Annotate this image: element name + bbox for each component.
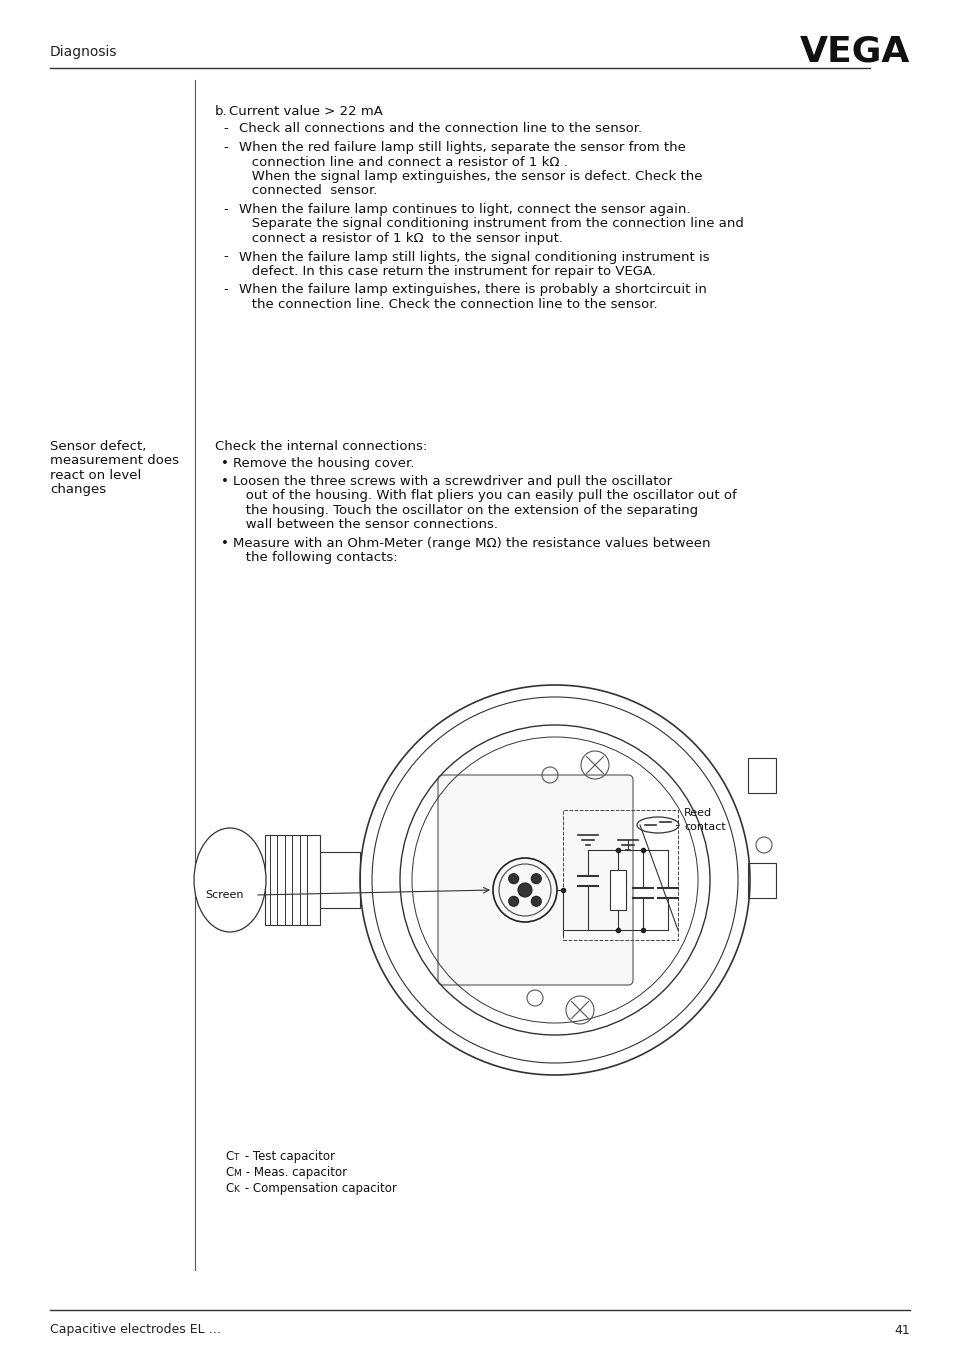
Text: -: -	[223, 203, 228, 216]
Text: the housing. Touch the oscillator on the extension of the separating: the housing. Touch the oscillator on the…	[233, 504, 698, 516]
Text: Check the internal connections:: Check the internal connections:	[214, 439, 427, 453]
Text: defect. In this case return the instrument for repair to VEGA.: defect. In this case return the instrume…	[239, 265, 656, 279]
Text: Check all connections and the connection line to the sensor.: Check all connections and the connection…	[239, 123, 641, 135]
Text: b.: b.	[214, 105, 228, 118]
Text: C: C	[225, 1165, 233, 1179]
Bar	[609, 869, 625, 910]
Text: - Meas. capacitor: - Meas. capacitor	[242, 1165, 347, 1179]
Text: Diagnosis: Diagnosis	[50, 45, 117, 59]
Text: -: -	[223, 250, 228, 264]
Text: the following contacts:: the following contacts:	[233, 552, 397, 565]
Text: Measure with an Ohm-Meter (range MΩ) the resistance values between: Measure with an Ohm-Meter (range MΩ) the…	[233, 537, 710, 550]
Text: -: -	[223, 284, 228, 296]
Text: - Compensation capacitor: - Compensation capacitor	[241, 1182, 396, 1195]
Text: When the red failure lamp still lights, separate the sensor from the: When the red failure lamp still lights, …	[239, 141, 685, 154]
FancyBboxPatch shape	[437, 775, 633, 986]
Text: wall between the sensor connections.: wall between the sensor connections.	[233, 519, 497, 531]
Text: •: •	[221, 537, 229, 550]
Text: 41: 41	[893, 1324, 909, 1337]
Ellipse shape	[193, 827, 266, 932]
Circle shape	[531, 896, 540, 906]
Text: Sensor defect,: Sensor defect,	[50, 439, 146, 453]
Text: M: M	[233, 1169, 240, 1178]
Text: - Test capacitor: - Test capacitor	[241, 1151, 335, 1163]
Text: -: -	[223, 141, 228, 154]
Text: Screen: Screen	[205, 890, 243, 900]
Text: C: C	[225, 1151, 233, 1163]
Text: Separate the signal conditioning instrument from the connection line and: Separate the signal conditioning instrum…	[239, 218, 743, 230]
Text: When the failure lamp continues to light, connect the sensor again.: When the failure lamp continues to light…	[239, 203, 690, 216]
Text: •: •	[221, 457, 229, 469]
Text: Loosen the three screws with a screwdriver and pull the oscillator: Loosen the three screws with a screwdriv…	[233, 475, 672, 488]
Text: K: K	[233, 1184, 238, 1194]
Text: Reed
contact: Reed contact	[683, 808, 725, 831]
Text: C: C	[225, 1182, 233, 1195]
Text: Remove the housing cover.: Remove the housing cover.	[233, 457, 414, 469]
Bar	[319, 852, 359, 909]
Text: When the failure lamp still lights, the signal conditioning instrument is: When the failure lamp still lights, the …	[239, 250, 709, 264]
Circle shape	[517, 883, 532, 896]
Bar	[265, 836, 319, 925]
Text: the connection line. Check the connection line to the sensor.: the connection line. Check the connectio…	[239, 297, 657, 311]
Text: connect a resistor of 1 kΩ  to the sensor input.: connect a resistor of 1 kΩ to the sensor…	[239, 233, 562, 245]
Text: connection line and connect a resistor of 1 kΩ .: connection line and connect a resistor o…	[239, 155, 567, 169]
Text: When the failure lamp extinguishes, there is probably a shortcircuit in: When the failure lamp extinguishes, ther…	[239, 284, 706, 296]
Text: measurement does: measurement does	[50, 454, 179, 468]
Ellipse shape	[637, 817, 679, 833]
Text: changes: changes	[50, 484, 106, 496]
Text: When the signal lamp extinguishes, the sensor is defect. Check the: When the signal lamp extinguishes, the s…	[239, 170, 701, 183]
Circle shape	[508, 873, 518, 884]
Text: out of the housing. With flat pliers you can easily pull the oscillator out of: out of the housing. With flat pliers you…	[233, 489, 736, 503]
Text: connected  sensor.: connected sensor.	[239, 184, 377, 197]
Text: •: •	[221, 475, 229, 488]
Text: react on level: react on level	[50, 469, 141, 483]
Text: -: -	[223, 123, 228, 135]
Circle shape	[508, 896, 518, 906]
Text: VEGA: VEGA	[799, 35, 909, 69]
Text: Capacitive electrodes EL …: Capacitive electrodes EL …	[50, 1324, 221, 1337]
Bar	[562, 810, 678, 940]
Circle shape	[531, 873, 540, 884]
Text: T: T	[233, 1153, 238, 1161]
Bar	[747, 863, 775, 898]
Text: Current value > 22 mA: Current value > 22 mA	[229, 105, 382, 118]
Bar	[747, 757, 775, 792]
